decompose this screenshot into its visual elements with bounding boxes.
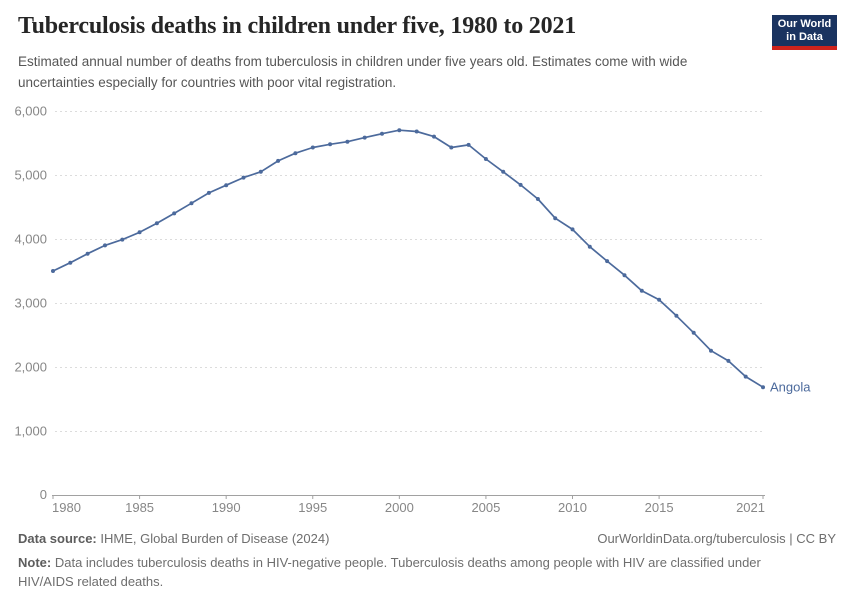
data-point[interactable] (587, 244, 592, 249)
data-point[interactable] (414, 129, 419, 134)
data-point[interactable] (639, 288, 644, 293)
footer-note-value: Data includes tuberculosis deaths in HIV… (18, 555, 761, 590)
data-point[interactable] (501, 169, 506, 174)
data-point[interactable] (622, 273, 627, 278)
y-tick-label: 2,000 (14, 360, 47, 375)
data-point[interactable] (154, 221, 159, 226)
data-point[interactable] (553, 216, 558, 221)
y-tick-label: 6,000 (14, 104, 47, 119)
x-tick-label: 2000 (385, 500, 414, 515)
data-point[interactable] (726, 358, 731, 363)
footer-note: Note: Data includes tuberculosis deaths … (18, 553, 808, 591)
data-point[interactable] (51, 269, 55, 273)
data-line-angola (52, 129, 764, 388)
data-point[interactable] (691, 330, 696, 335)
x-tick-label: 1995 (298, 500, 327, 515)
footer-note-label: Note: (18, 555, 52, 570)
data-point[interactable] (483, 157, 488, 161)
owid-logo[interactable]: Our World in Data (772, 15, 837, 50)
page-title: Tuberculosis deaths in children under fi… (18, 13, 577, 39)
data-point[interactable] (570, 227, 575, 232)
data-point[interactable] (241, 175, 246, 180)
footer-link[interactable]: OurWorldinData.org/tuberculosis | CC BY (597, 531, 836, 546)
x-tick-label: 2010 (558, 500, 587, 515)
data-source-label: Data source: (18, 531, 97, 546)
y-tick-label: 5,000 (14, 168, 47, 183)
data-point[interactable] (85, 251, 90, 256)
data-point[interactable] (466, 142, 471, 147)
x-tick-label: 1980 (52, 500, 81, 515)
data-point[interactable] (449, 145, 454, 150)
data-point[interactable] (761, 385, 765, 390)
x-tick-label: 2005 (471, 500, 500, 515)
y-tick-label: 3,000 (14, 296, 47, 311)
x-tick-label: 1990 (212, 500, 241, 515)
owid-logo-line1: Our World (777, 18, 832, 30)
series-label-angola[interactable]: Angola (770, 380, 811, 395)
data-point[interactable] (743, 374, 748, 379)
chart-subtitle: Estimated annual number of deaths from t… (18, 54, 688, 90)
data-point[interactable] (674, 313, 679, 318)
data-point[interactable] (224, 183, 229, 188)
data-point[interactable] (657, 297, 662, 302)
data-point[interactable] (68, 260, 73, 265)
footer-source-row: Data source: IHME, Global Burden of Dise… (18, 531, 836, 546)
data-point[interactable] (432, 134, 436, 139)
data-point[interactable] (362, 135, 367, 140)
data-point[interactable] (276, 158, 281, 163)
data-point[interactable] (258, 169, 263, 174)
data-point[interactable] (206, 190, 211, 195)
x-tick-label: 2021 (736, 500, 765, 515)
x-tick-label: 2015 (645, 500, 674, 515)
data-point[interactable] (709, 348, 713, 353)
y-tick-label: 1,000 (14, 424, 47, 439)
data-point[interactable] (120, 237, 125, 242)
data-source-value: IHME, Global Burden of Disease (2024) (100, 531, 330, 546)
data-point[interactable] (189, 201, 194, 206)
y-tick-label: 0 (40, 487, 47, 502)
data-point[interactable] (293, 151, 298, 156)
data-point[interactable] (535, 197, 540, 201)
data-point[interactable] (380, 131, 384, 136)
y-tick-label: 4,000 (14, 232, 47, 247)
data-point[interactable] (518, 182, 523, 187)
data-point[interactable] (172, 211, 177, 216)
data-point[interactable] (397, 128, 402, 133)
data-point[interactable] (137, 230, 142, 235)
data-point[interactable] (103, 243, 107, 248)
data-point[interactable] (310, 145, 315, 150)
data-point[interactable] (345, 139, 350, 144)
owid-logo-line2: in Data (786, 31, 823, 43)
x-tick-label: 1985 (125, 500, 154, 515)
data-source: Data source: IHME, Global Burden of Dise… (18, 531, 329, 546)
data-point[interactable] (328, 142, 333, 147)
data-point[interactable] (605, 259, 610, 264)
